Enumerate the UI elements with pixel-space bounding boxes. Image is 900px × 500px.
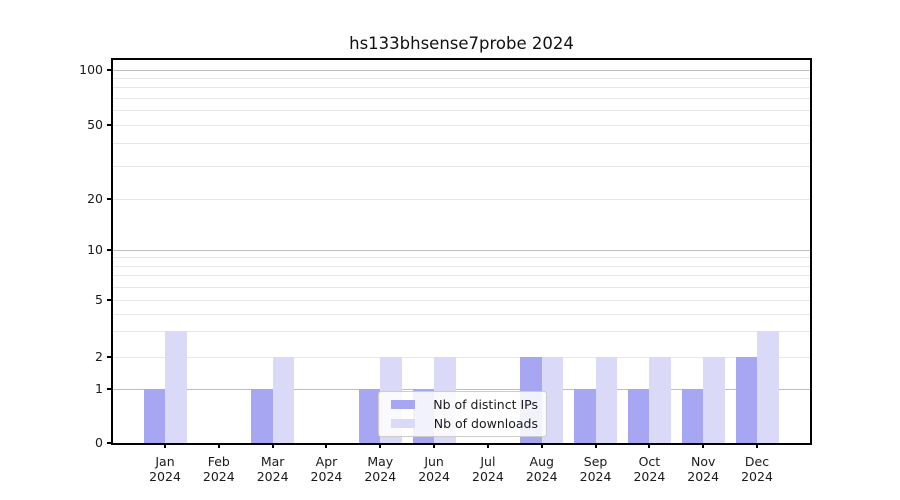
bar-nb-of-downloads-sep — [595, 356, 618, 443]
bar-nb-of-distinct-ips-oct — [627, 388, 650, 443]
x-tick-label-feb: Feb 2024 — [202, 454, 235, 484]
y-tick-10 — [107, 248, 113, 251]
x-tick-label-dec: Dec 2024 — [741, 454, 773, 484]
x-tick-dec — [756, 443, 759, 448]
legend-label-downloads: Nb of downloads — [433, 416, 538, 432]
x-tick-label-oct: Oct 2024 — [633, 454, 666, 484]
x-tick-label-apr: Apr 2024 — [310, 454, 343, 484]
bar-nb-of-downloads-dec — [757, 331, 779, 443]
y-tick-label-50: 50 — [87, 117, 103, 132]
x-tick-label-jul: Jul 2024 — [472, 454, 504, 484]
x-tick-label-may: May 2024 — [364, 454, 397, 484]
legend-label-distinct-ips: Nb of distinct IPs — [433, 396, 538, 412]
bar-nb-of-distinct-ips-mar — [251, 388, 273, 443]
x-tick-mar — [271, 443, 274, 448]
bar-nb-of-downloads-oct — [649, 356, 671, 443]
y-tick-50 — [107, 124, 113, 126]
x-tick-jun — [433, 443, 436, 448]
legend-swatch-downloads-icon — [391, 419, 415, 429]
y-tick-label-20: 20 — [87, 190, 103, 206]
gridline-y-90 — [113, 77, 810, 79]
x-tick-label-nov: Nov 2024 — [687, 454, 720, 484]
gridline-y-1 — [113, 388, 810, 390]
legend: Nb of distinct IPs Nb of downloads — [378, 391, 547, 437]
y-tick-0 — [107, 442, 113, 444]
gridline-y-40 — [113, 142, 810, 144]
gridline-y-80 — [113, 87, 810, 89]
y-tick-label-10: 10 — [87, 241, 103, 257]
x-tick-label-sep: Sep 2024 — [579, 454, 612, 484]
x-tick-label-jan: Jan 2024 — [149, 454, 181, 484]
gridline-y-30 — [113, 165, 810, 167]
gridline-y-8 — [113, 265, 810, 267]
x-tick-label-aug: Aug 2024 — [525, 454, 558, 484]
gridline-y-5 — [113, 300, 810, 301]
y-tick-5 — [107, 299, 113, 301]
y-tick-2 — [107, 355, 113, 358]
gridline-y-100 — [113, 69, 810, 71]
bar-nb-of-distinct-ips-may — [358, 388, 381, 443]
x-tick-sep — [594, 443, 597, 448]
bar-nb-of-downloads-jan — [165, 331, 187, 443]
y-tick-label-2: 2 — [95, 348, 103, 364]
gridline-y-10 — [113, 249, 810, 251]
bar-nb-of-downloads-mar — [272, 356, 295, 443]
x-tick-may — [379, 443, 382, 448]
legend-swatch-distinct-ips-icon — [391, 399, 415, 409]
plot-area — [113, 60, 810, 443]
x-tick-jan — [164, 443, 166, 448]
y-tick-1 — [107, 387, 113, 390]
x-tick-label-mar: Mar 2024 — [256, 454, 289, 484]
y-tick-label-1: 1 — [95, 380, 103, 396]
gridline-y-2 — [113, 356, 810, 358]
x-tick-aug — [540, 443, 543, 448]
gridline-y-50 — [113, 125, 810, 126]
y-tick-100 — [107, 68, 113, 71]
gridline-y-60 — [113, 110, 810, 112]
y-tick-20 — [107, 197, 113, 200]
bar-nb-of-distinct-ips-sep — [574, 388, 596, 443]
gridline-y-9 — [113, 257, 810, 259]
bar-nb-of-distinct-ips-dec — [735, 356, 758, 443]
bar-nb-of-distinct-ips-nov — [681, 388, 704, 443]
y-tick-label-5: 5 — [95, 292, 103, 307]
x-tick-label-jun: Jun 2024 — [418, 454, 450, 484]
gridline-y-3 — [113, 331, 810, 333]
x-tick-feb — [217, 443, 220, 448]
legend-item-distinct-ips: Nb of distinct IPs — [387, 396, 538, 413]
bar-nb-of-downloads-nov — [703, 356, 725, 443]
x-tick-apr — [325, 443, 328, 448]
y-tick-label-0: 0 — [95, 435, 103, 450]
bar-nb-of-distinct-ips-jan — [143, 388, 165, 443]
x-tick-oct — [648, 443, 651, 448]
legend-item-downloads: Nb of downloads — [387, 416, 538, 433]
gridline-y-7 — [113, 275, 810, 277]
bar-nb-of-downloads-aug — [541, 356, 564, 443]
x-tick-nov — [702, 443, 705, 448]
y-tick-label-100: 100 — [79, 61, 103, 77]
gridline-y-4 — [113, 313, 810, 315]
chart-title: hs133bhsense7probe 2024 — [349, 34, 574, 53]
gridline-y-20 — [113, 198, 810, 200]
gridline-y-70 — [113, 98, 810, 100]
x-tick-jul — [486, 443, 489, 448]
gridline-y-6 — [113, 286, 810, 288]
